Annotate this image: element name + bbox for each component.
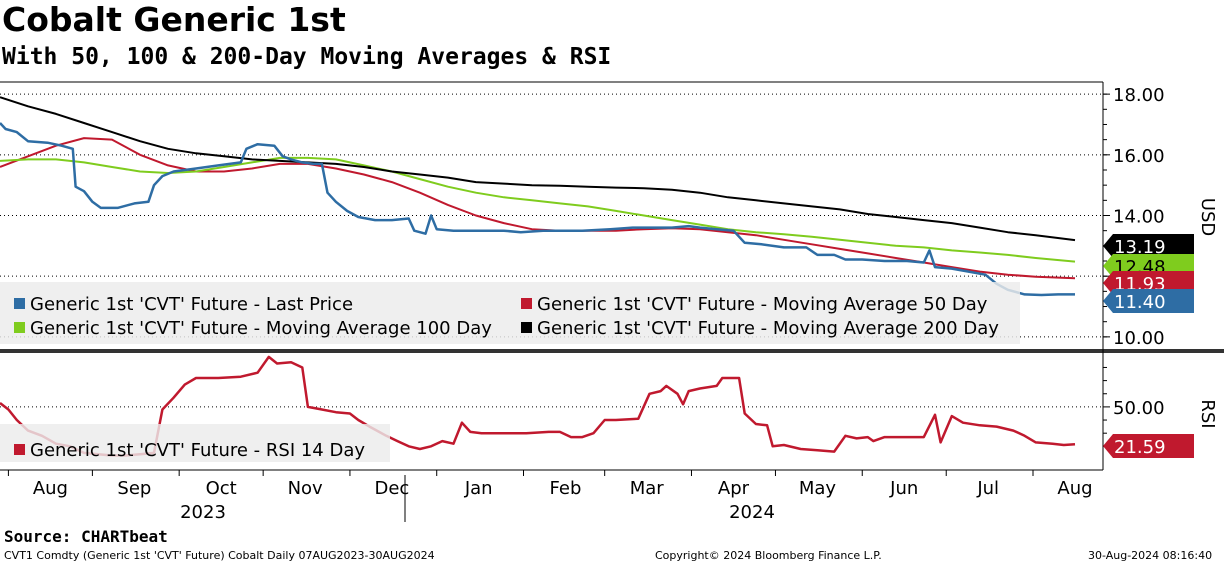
last-value-label-last_price: 11.40 xyxy=(1114,292,1166,313)
footer-ticker: CVT1 Comdty (Generic 1st 'CVT' Future) C… xyxy=(4,549,435,562)
legend-swatch-last_price xyxy=(14,298,25,309)
rsi-tick-label: 50.00 xyxy=(1113,398,1165,419)
last-value-label-rsi: 21.59 xyxy=(1114,437,1166,458)
x-tick-label: Nov xyxy=(288,478,323,499)
footer-copyright: Copyright© 2024 Bloomberg Finance L.P. xyxy=(655,549,882,562)
x-tick-label: May xyxy=(799,478,837,499)
series-line-rsi xyxy=(0,355,1076,457)
y-tick-label: 16.00 xyxy=(1113,146,1165,167)
x-tick-label: Apr xyxy=(718,478,750,499)
rsi-series xyxy=(0,355,1076,457)
legend-box xyxy=(0,282,1020,344)
legend-swatch-ma100 xyxy=(14,322,25,333)
x-tick-label: Oct xyxy=(206,478,237,499)
legend-label-ma50: Generic 1st 'CVT' Future - Moving Averag… xyxy=(537,294,988,315)
footer-timestamp: 30-Aug-2024 08:16:40 xyxy=(1088,549,1213,562)
series-line-ma200 xyxy=(0,96,1076,242)
x-axis: Aug Sep Oct Nov Dec Jan Feb Mar Apr May Jun Jul Aug xyxy=(7,470,1093,499)
x-tick-label: Jan xyxy=(464,478,493,499)
price-series xyxy=(0,96,1076,297)
y-axis-label-usd: USD xyxy=(1197,198,1218,236)
y-tick-label: 10.00 xyxy=(1113,328,1165,349)
x-tick-label: Dec xyxy=(375,478,410,499)
x-tick-label: Mar xyxy=(630,478,665,499)
series-line-ma100 xyxy=(0,156,1076,263)
last-value-tag-rsi xyxy=(1103,434,1194,458)
last-value-label-ma200: 13.19 xyxy=(1114,237,1166,258)
source-note: Source: CHARTbeat xyxy=(4,527,168,546)
series-line-ma50 xyxy=(0,137,1076,280)
legend-swatch-ma50 xyxy=(521,298,532,309)
year-label-2024: 2024 xyxy=(729,502,775,523)
chart-subtitle: With 50, 100 & 200-Day Moving Averages &… xyxy=(2,44,612,70)
rsi-panel: Generic 1st 'CVT' Future - RSI 14 Day xyxy=(0,355,1103,462)
x-tick-label: Feb xyxy=(550,478,582,499)
legend-label-ma200: Generic 1st 'CVT' Future - Moving Averag… xyxy=(537,318,999,339)
y-axis-label-rsi: RSI xyxy=(1197,399,1218,428)
x-tick-label: Sep xyxy=(117,478,151,499)
rsi-legend: Generic 1st 'CVT' Future - RSI 14 Day xyxy=(0,424,390,462)
legend-swatch-rsi xyxy=(14,444,25,455)
chart-title: Cobalt Generic 1st xyxy=(2,0,346,39)
x-tick-label: Jun xyxy=(889,478,918,499)
panel-divider[interactable] xyxy=(0,349,1224,353)
price-panel: Generic 1st 'CVT' Future - Last Price Gen… xyxy=(0,81,1103,344)
y-tick-label: 18.00 xyxy=(1113,85,1165,106)
legend-swatch-ma200 xyxy=(521,322,532,333)
legend-label-rsi: Generic 1st 'CVT' Future - RSI 14 Day xyxy=(30,440,365,461)
y-tick-label: 14.00 xyxy=(1113,207,1165,228)
x-tick-label: Aug xyxy=(33,478,68,499)
year-label-2023: 2023 xyxy=(180,502,226,523)
series-line-last_price xyxy=(0,122,1075,297)
price-legend: Generic 1st 'CVT' Future - Last Price Gen… xyxy=(0,282,1020,344)
last-value-tag-last_price xyxy=(1103,289,1194,313)
legend-label-ma100: Generic 1st 'CVT' Future - Moving Averag… xyxy=(30,318,492,339)
x-tick-label: Jul xyxy=(976,478,999,499)
last-value-tag-ma200 xyxy=(1103,234,1194,258)
legend-box xyxy=(0,424,390,462)
x-tick-label: Aug xyxy=(1057,478,1092,499)
legend-label-last_price: Generic 1st 'CVT' Future - Last Price xyxy=(30,294,353,315)
